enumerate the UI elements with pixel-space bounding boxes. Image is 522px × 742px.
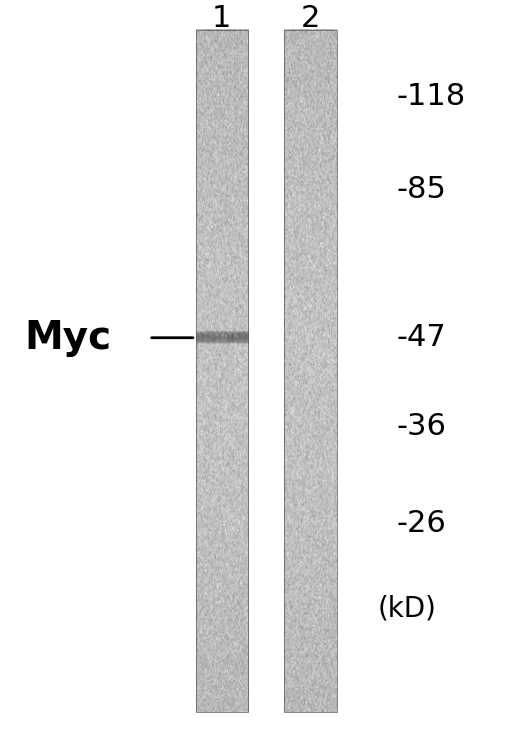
Text: -26: -26 bbox=[397, 509, 446, 538]
Text: -36: -36 bbox=[397, 413, 447, 441]
Text: Myc: Myc bbox=[25, 319, 111, 357]
Text: -118: -118 bbox=[397, 82, 466, 111]
Bar bbox=[196, 30, 248, 712]
Text: 1: 1 bbox=[212, 4, 232, 33]
Text: -47: -47 bbox=[397, 324, 446, 352]
Text: -85: -85 bbox=[397, 175, 447, 204]
Text: (kD): (kD) bbox=[378, 594, 436, 623]
Bar bbox=[284, 30, 337, 712]
Text: 2: 2 bbox=[301, 4, 321, 33]
